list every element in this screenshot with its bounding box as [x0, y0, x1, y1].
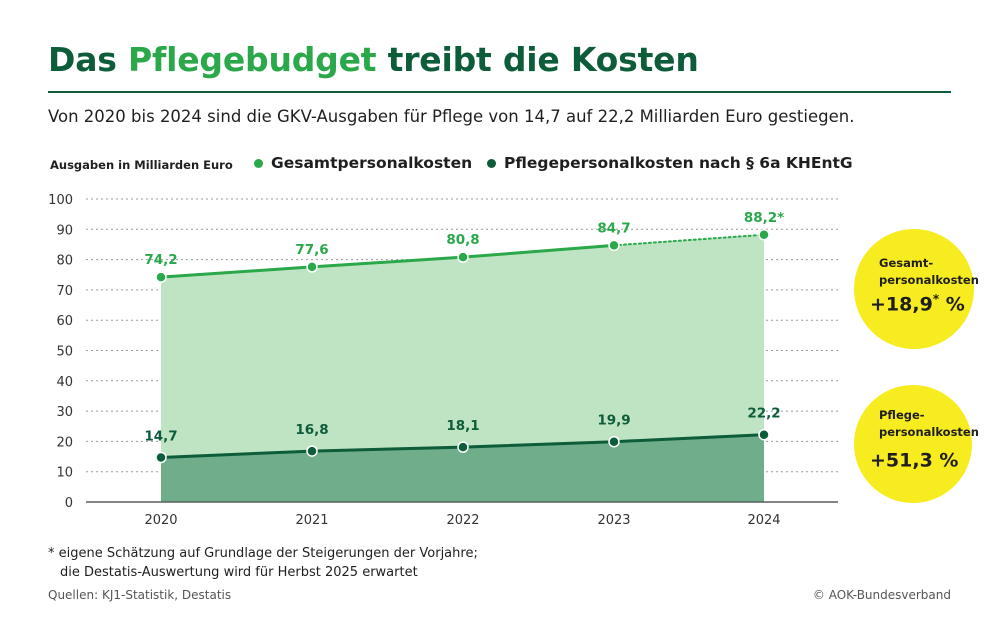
data-point-pflege-2022 [457, 441, 469, 453]
line-segment-pflege-2 [461, 440, 616, 449]
legend-dot-pflege [487, 158, 496, 168]
x-tick-label-2020: 2020 [144, 513, 177, 528]
line-segment-gesamt-1 [310, 255, 465, 269]
sources: Quellen: KJ1-Statistik, Destatis [48, 588, 232, 602]
data-label-gesamt-2021: 77,6 [295, 242, 328, 258]
title-highlight: Pflegebudget [128, 40, 377, 79]
subtitle: Von 2020 bis 2024 sind die GKV-Ausgaben … [48, 107, 855, 126]
y-tick-label-90: 90 [56, 223, 73, 238]
y-tick-label-10: 10 [56, 466, 73, 481]
line-segment-gesamt-2 [461, 243, 616, 259]
legend-item-gesamt: Gesamtpersonalkosten [254, 154, 472, 172]
x-tick-label-2021: 2021 [295, 513, 328, 528]
footnote-line2: die Destatis-Auswertung wird für Herbst … [60, 565, 418, 580]
data-label-gesamt-2020: 74,2 [144, 252, 177, 268]
bubble-pflege-label-line1: Pflege- [879, 408, 925, 422]
y-tick-label-0: 0 [65, 496, 73, 511]
line-segment-gesamt-3 [613, 233, 765, 247]
data-point-gesamt-2020 [155, 271, 167, 283]
line-segment-gesamt-0 [159, 265, 314, 279]
data-point-gesamt-2024 [758, 229, 770, 241]
copyright: © AOK-Bundesverband [812, 588, 951, 602]
area-gesamtpersonalkosten [161, 234, 764, 502]
bubble-pflege-unit: % [932, 449, 959, 472]
y-tick-label-100: 100 [48, 193, 73, 208]
footnote-line1: * eigene Schätzung auf Grundlage der Ste… [48, 546, 478, 561]
title-suffix: treibt die Kosten [376, 40, 699, 79]
data-point-pflege-2024 [758, 428, 770, 441]
footnote: * eigene Schätzung auf Grundlage der Ste… [48, 544, 478, 582]
data-point-gesamt-2021 [306, 261, 318, 273]
data-label-pflege-2020: 14,7 [144, 428, 177, 444]
data-label-gesamt-2022: 80,8 [446, 232, 479, 248]
y-axis-label: Ausgaben in Milliarden Euro [50, 158, 233, 172]
bubble-gesamt-asterisk: * [932, 292, 940, 306]
data-point-gesamt-2022 [457, 251, 469, 263]
data-label-pflege-2024: 22,2 [747, 406, 780, 422]
title-prefix: Das [48, 40, 128, 79]
bubble-pflege: Pflege- personalkosten +51,3 % [854, 385, 979, 503]
x-tick-label-2022: 2022 [446, 513, 479, 528]
data-label-gesamt-2024: 88,2* [744, 210, 784, 226]
y-tick-label-40: 40 [56, 375, 73, 390]
data-label-pflege-2022: 18,1 [446, 418, 479, 434]
data-label-gesamt-2023: 84,7 [597, 220, 630, 236]
title-divider [48, 91, 951, 93]
data-point-pflege-2020 [155, 451, 167, 464]
y-tick-label-50: 50 [56, 345, 73, 360]
bubble-gesamt-unit: % [939, 293, 965, 316]
bubble-gesamt-label-line2: personalkosten [879, 273, 979, 287]
line-segment-pflege-1 [310, 445, 465, 453]
legend-label-pflege: Pflegepersonalkosten nach § 6a KHEntG [504, 154, 853, 172]
bubble-pflege-label-line2: personalkosten [879, 425, 979, 439]
bubble-gesamt-number: +18,9 [870, 293, 933, 316]
y-tick-label-70: 70 [56, 284, 73, 299]
y-tick-label-20: 20 [56, 435, 73, 450]
y-tick-label-80: 80 [56, 254, 73, 269]
legend-label-gesamt: Gesamtpersonalkosten [271, 154, 473, 172]
data-point-pflege-2021 [306, 445, 318, 457]
bubble-pflege-number: +51,3 [870, 449, 933, 472]
page-title: Das Pflegebudget treibt die Kosten [48, 40, 699, 79]
bubble-pflege-value: +51,3 % [870, 448, 958, 471]
bubble-gesamt-value: +18,9* % [870, 292, 965, 315]
bubble-gesamt: Gesamt- personalkosten +18,9* % [854, 229, 979, 349]
bubble-gesamt-label-line1: Gesamt- [879, 256, 934, 270]
data-point-gesamt-2023 [608, 239, 620, 252]
x-tick-label-2023: 2023 [597, 513, 630, 528]
data-label-pflege-2021: 16,8 [295, 422, 328, 438]
legend-dot-gesamt [254, 158, 263, 168]
bubble-pflege-label: Pflege- personalkosten [879, 407, 979, 441]
line-segment-pflege-0 [159, 449, 314, 459]
legend-item-pflege: Pflegepersonalkosten nach § 6a KHEntG [487, 154, 853, 172]
data-label-pflege-2023: 19,9 [597, 413, 630, 429]
x-tick-label-2024: 2024 [747, 513, 780, 528]
line-segment-pflege-3 [612, 433, 766, 444]
y-tick-label-30: 30 [56, 405, 73, 420]
data-point-pflege-2023 [608, 435, 620, 448]
y-tick-label-60: 60 [56, 314, 73, 329]
bubble-gesamt-label: Gesamt- personalkosten [879, 255, 979, 289]
